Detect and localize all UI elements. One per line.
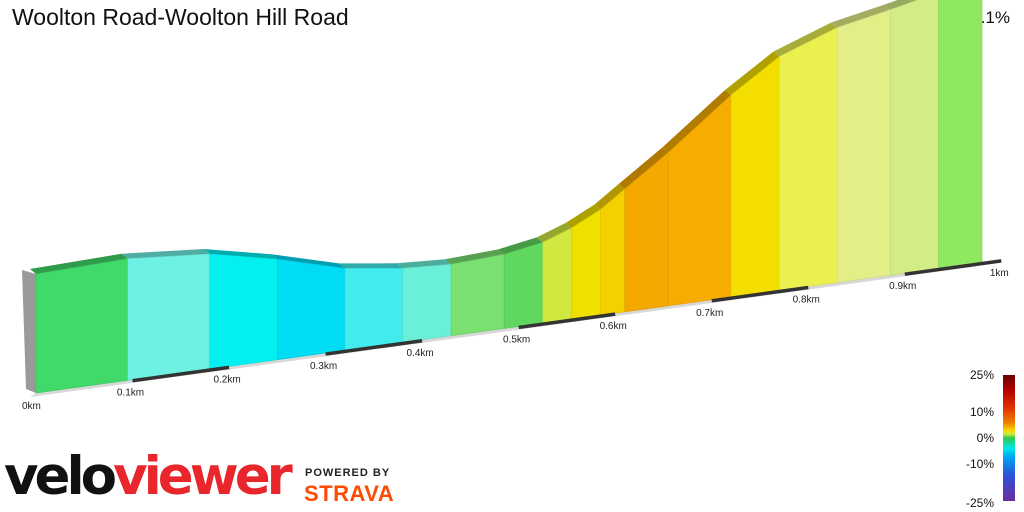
profile-segment-top-15 — [831, 4, 891, 28]
profile-segment-5 — [402, 263, 452, 343]
profile-segment-top-16 — [884, 0, 918, 10]
x-tick-label-3: 0.3km — [310, 361, 337, 372]
profile-segment-top-3 — [271, 254, 345, 269]
profile-segment-7 — [503, 241, 544, 329]
distance-band-5 — [518, 312, 616, 330]
x-tick-label-6: 0.6km — [600, 321, 627, 332]
distance-band-7 — [711, 285, 809, 303]
legend-label-10: 10% — [969, 405, 994, 419]
x-tick-label-2: 0.2km — [213, 374, 240, 385]
x-tick-label-10: 1km — [990, 268, 1009, 279]
profile-segment-1 — [127, 253, 211, 381]
profile-segment-4 — [344, 267, 404, 351]
profile-segment-top-13 — [725, 51, 780, 96]
x-tick-label-9: 0.9km — [889, 281, 916, 292]
profile-segment-12 — [667, 94, 732, 307]
profile-segment-top-2 — [203, 249, 278, 260]
logo-viewer-text: viewer — [113, 446, 293, 507]
distance-band-3 — [325, 339, 423, 356]
x-tick-label-1: 0.1km — [117, 388, 144, 399]
profile-segment-10 — [600, 188, 626, 316]
profile-segment-top-11 — [618, 147, 669, 189]
distance-band-1 — [132, 365, 230, 383]
profile-segment-9 — [571, 208, 602, 320]
profile-segment-top-9 — [565, 204, 601, 228]
legend-label-minus25: -25% — [965, 496, 994, 510]
gradient-legend-bar — [1003, 375, 1015, 501]
profile-segment-top-14 — [773, 22, 838, 57]
strava-logo[interactable]: STRAVA — [304, 481, 395, 506]
veloviewer-logo[interactable]: veloviewer — [4, 445, 293, 509]
profile-segment-0 — [35, 258, 129, 394]
profile-segment-top-12 — [662, 90, 732, 153]
profile-segment-top-5 — [396, 259, 452, 269]
x-tick-label-7: 0.7km — [696, 308, 723, 319]
profile-segment-16 — [889, 0, 939, 276]
profile-left-end-face — [22, 270, 36, 393]
profile-segment-2 — [209, 253, 278, 370]
legend-label-0: 0% — [976, 431, 994, 445]
legend-label-minus10: -10% — [965, 457, 994, 471]
profile-segment-top-10 — [594, 183, 625, 210]
powered-by-label: POWERED BY — [305, 467, 391, 479]
profile-segment-13 — [730, 56, 780, 298]
x-tick-label-4: 0.4km — [407, 348, 434, 359]
x-tick-label-5: 0.5km — [503, 334, 530, 345]
profile-segment-top-1 — [121, 249, 210, 259]
profile-segment-top-0 — [30, 253, 128, 274]
profile-segment-3 — [277, 258, 346, 361]
segment-title: Woolton Road-Woolton Hill Road — [12, 4, 349, 30]
logo-velo-text: velo — [4, 446, 117, 507]
x-tick-label-0: 0km — [22, 401, 41, 412]
distance-band-9 — [904, 259, 1002, 276]
profile-segment-top-7 — [498, 237, 543, 255]
profile-segment-17 — [938, 0, 983, 269]
profile-segment-top-8 — [536, 222, 572, 243]
legend-label-25: 25% — [969, 368, 994, 382]
profile-segment-6 — [450, 253, 505, 337]
profile-segment-top-4 — [338, 263, 403, 269]
profile-segment-top-6 — [445, 249, 505, 265]
profile-segment-15 — [836, 9, 891, 283]
profile-segment-14 — [778, 27, 838, 291]
profile-segment-8 — [542, 227, 573, 324]
x-tick-label-8: 0.8km — [793, 295, 820, 306]
